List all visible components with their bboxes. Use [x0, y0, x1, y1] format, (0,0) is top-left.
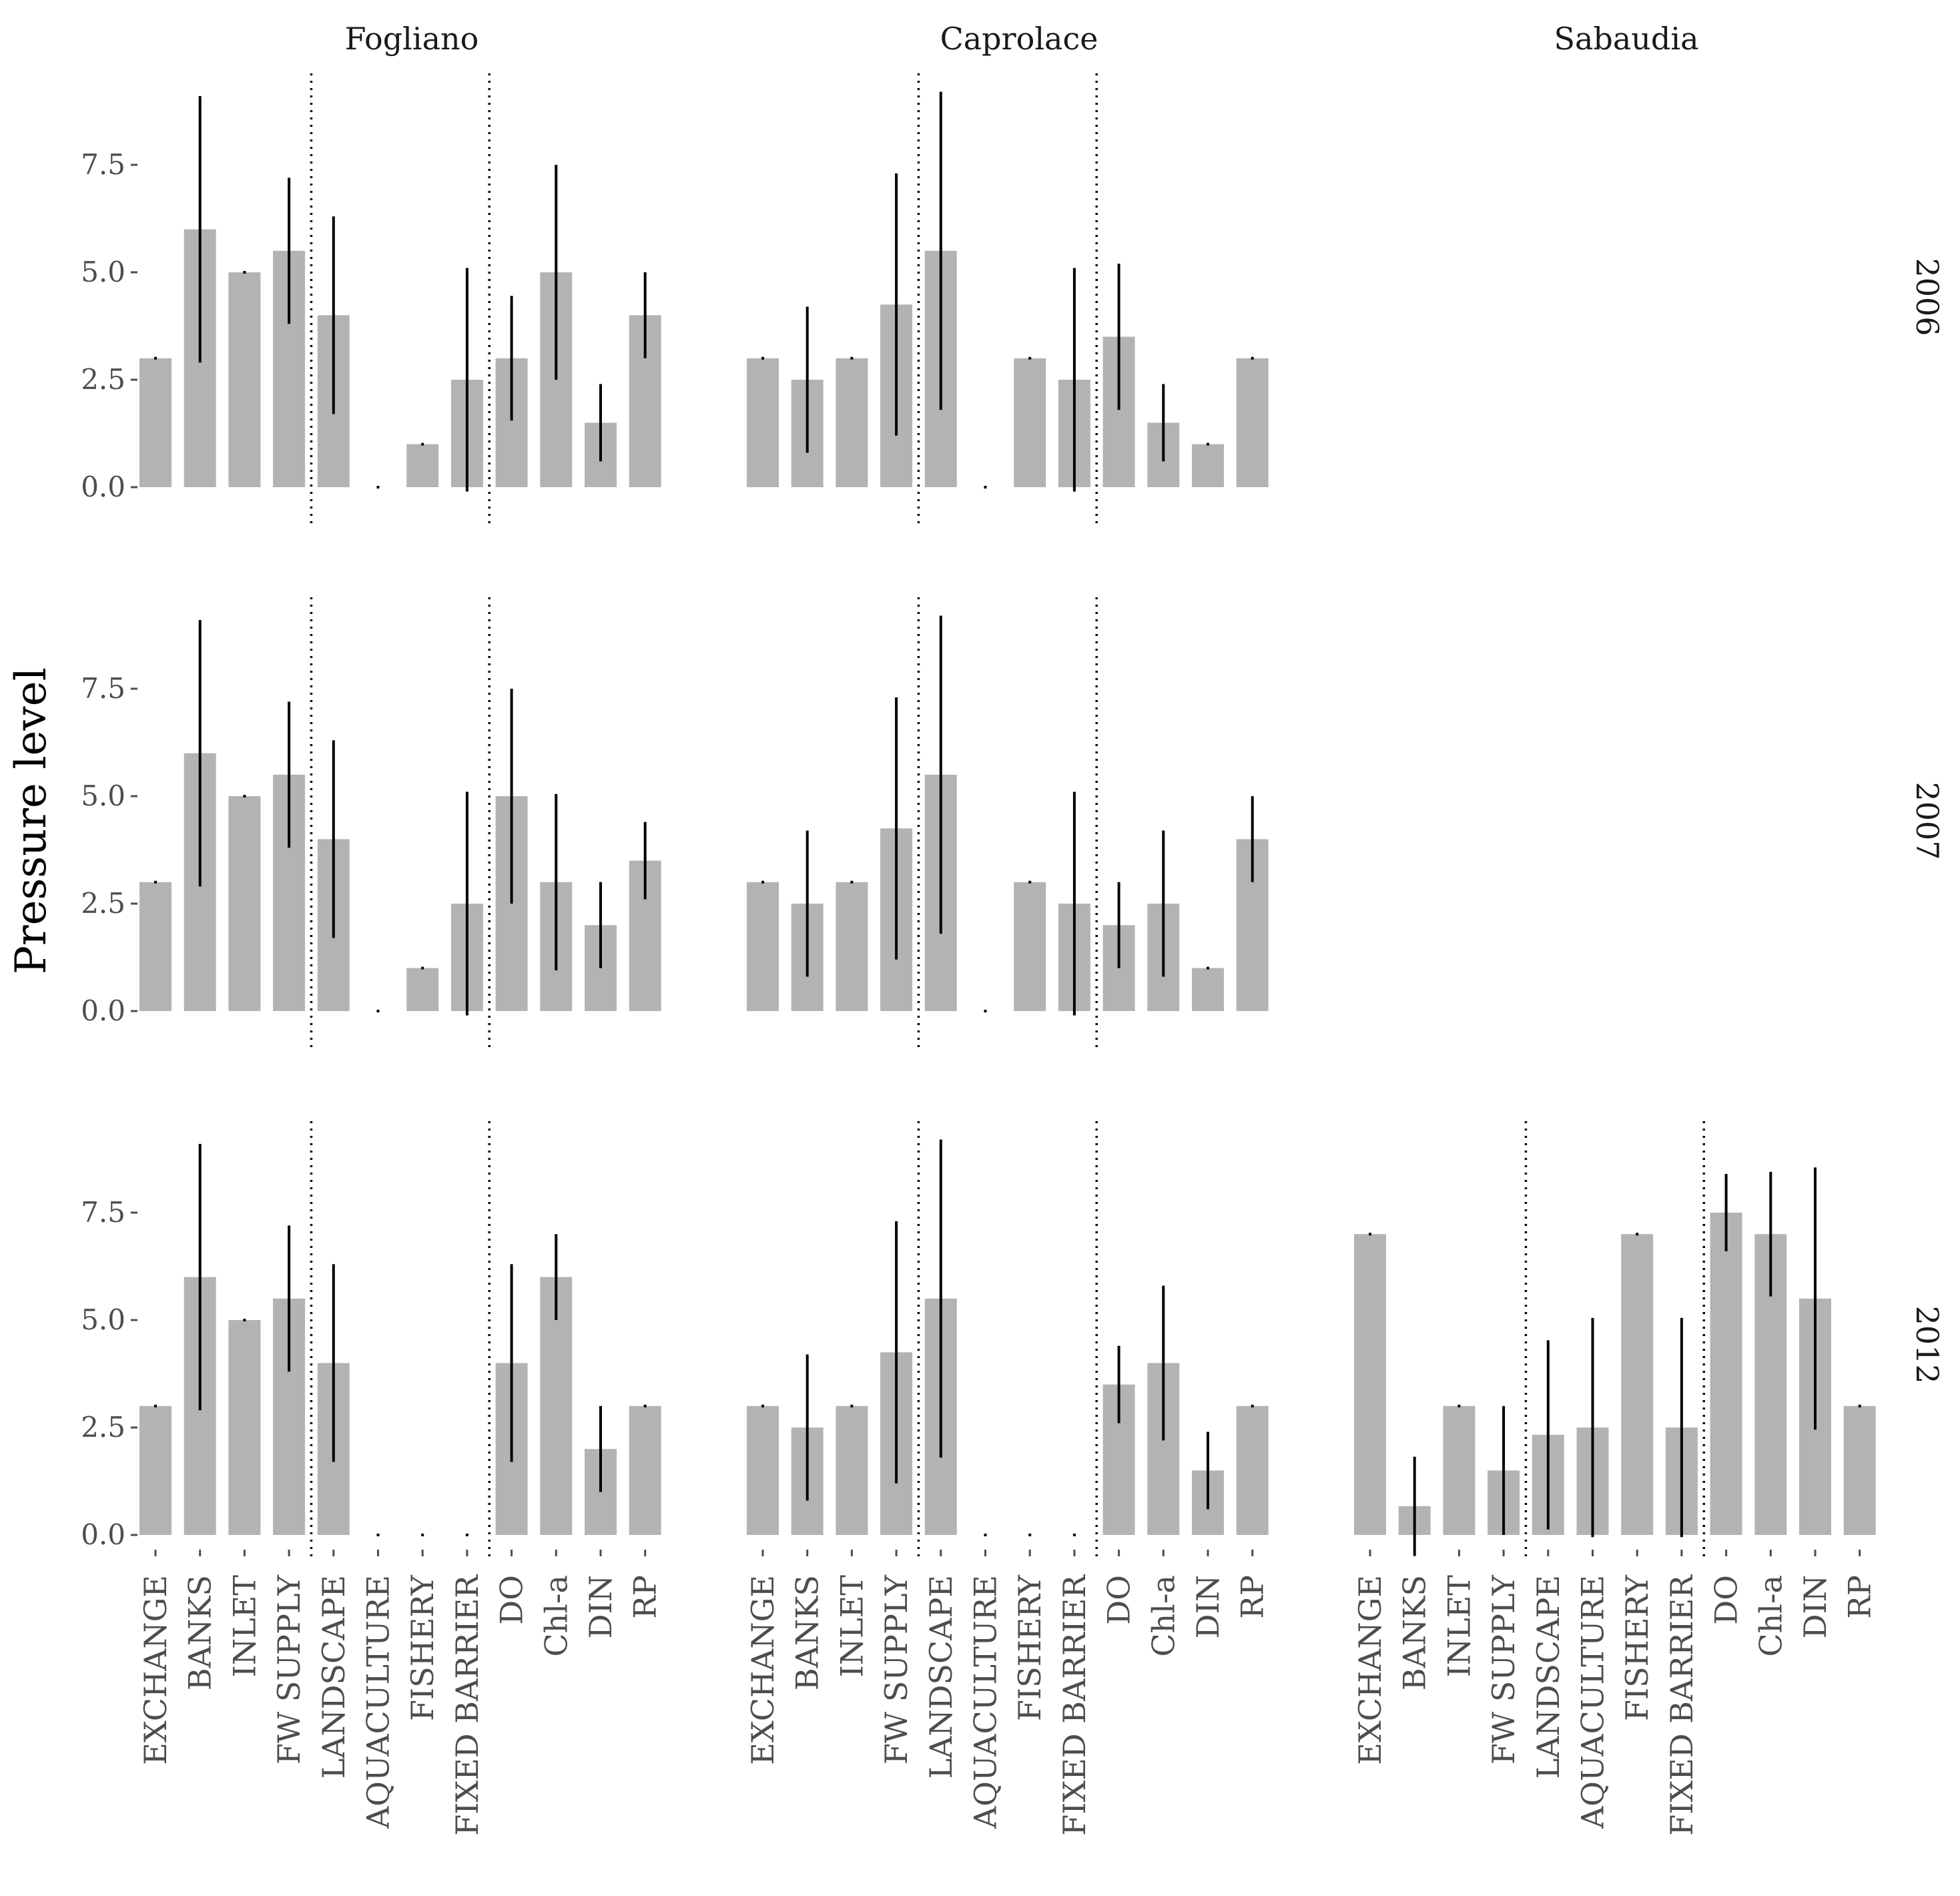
x-tick-label-inlet: INLET — [1441, 1575, 1477, 1678]
x-tick-label-fw-supply: FW SUPPLY — [1486, 1574, 1522, 1765]
x-tick-label-fixed-barrier: FIXED BARRIER — [1056, 1574, 1092, 1836]
x-tick-label-banks: BANKS — [182, 1575, 218, 1690]
bar-din — [1192, 444, 1224, 487]
y-tick-label: 5.0 — [81, 256, 125, 288]
panel-caprolace-2012 — [747, 1121, 1269, 1558]
bar-exchange — [139, 1405, 172, 1535]
panel-fogliano-2007 — [139, 597, 661, 1051]
bar-exchange — [747, 358, 779, 487]
column-label-fogliano: Fogliano — [345, 21, 479, 57]
plot-area: 0.0 2.5 5.0 7.5 0.0 2.5 5.0 7.5 0.0 2.5 5.0 7.5 EXCH… — [81, 73, 1878, 1836]
bar-fishery — [1014, 358, 1046, 487]
x-tick-label-exchange: EXCHANGE — [745, 1575, 781, 1765]
y-tick-label: 5.0 — [81, 1303, 125, 1336]
y-tick-label: 7.5 — [81, 1196, 125, 1229]
bar-exchange — [1354, 1234, 1386, 1535]
x-tick-label-do: DO — [1101, 1575, 1137, 1625]
bar-rp — [1236, 1405, 1269, 1535]
x-tick-label-din: DIN — [1797, 1575, 1833, 1638]
x-tick-label-aquaculture: AQUACULTURE — [1575, 1575, 1611, 1829]
x-tick-label-fishery: FISHERY — [1012, 1574, 1048, 1721]
row-label-2006: 2006 — [1909, 258, 1945, 336]
y-tick-label: 7.5 — [81, 672, 125, 705]
x-tick-label-chl-a: Chl-a — [538, 1575, 574, 1657]
x-tick-label-din: DIN — [583, 1575, 619, 1638]
bar-fishery — [406, 444, 439, 487]
x-tick-label-fixed-barrier: FIXED BARRIER — [1664, 1574, 1700, 1836]
bar-do — [1710, 1213, 1742, 1535]
x-tick-label-landscape: LANDSCAPE — [923, 1575, 959, 1779]
bar-din — [1192, 968, 1224, 1011]
panel-caprolace-2007 — [747, 597, 1269, 1051]
x-tick-label-banks: BANKS — [1397, 1575, 1433, 1690]
bar-inlet — [836, 882, 868, 1011]
bar-exchange — [747, 882, 779, 1011]
y-tick-label: 0.0 — [81, 1518, 125, 1551]
x-tick-label-do: DO — [1708, 1575, 1744, 1625]
bar-exchange — [139, 358, 172, 487]
column-label-sabaudia: Sabaudia — [1554, 21, 1698, 57]
bar-fishery — [1014, 882, 1046, 1011]
x-tick-label-do: DO — [494, 1575, 530, 1625]
bar-inlet — [228, 1320, 261, 1535]
y-tick-label: 2.5 — [81, 1411, 125, 1444]
panel-fogliano-2006 — [139, 73, 661, 527]
x-tick-label-banks: BANKS — [789, 1575, 826, 1690]
row-label-2007: 2007 — [1909, 781, 1945, 860]
panel-sabaudia-2012 — [1354, 1121, 1876, 1558]
y-axis-label: Pressure level — [7, 667, 56, 974]
column-label-caprolace: Caprolace — [940, 21, 1098, 57]
x-tick-label-inlet: INLET — [226, 1575, 262, 1678]
bar-inlet — [228, 272, 261, 487]
y-tick-label: 0.0 — [81, 470, 125, 503]
row-label-2012: 2012 — [1909, 1305, 1945, 1383]
x-tick-label-fixed-barrier: FIXED BARRIER — [449, 1574, 485, 1836]
bar-fishery — [1621, 1234, 1654, 1535]
x-tick-label-exchange: EXCHANGE — [137, 1575, 174, 1765]
bar-fishery — [406, 968, 439, 1011]
y-tick-label: 7.5 — [81, 148, 125, 181]
bar-rp — [629, 1405, 661, 1535]
x-tick-label-landscape: LANDSCAPE — [316, 1575, 352, 1779]
bar-inlet — [228, 796, 261, 1011]
x-tick-label-exchange: EXCHANGE — [1352, 1575, 1388, 1765]
y-tick-label: 2.5 — [81, 363, 125, 396]
y-tick-label: 2.5 — [81, 887, 125, 920]
x-tick-label-fw-supply: FW SUPPLY — [271, 1574, 307, 1765]
y-tick-label: 0.0 — [81, 994, 125, 1027]
bar-exchange — [747, 1405, 779, 1535]
panel-fogliano-2012 — [139, 1121, 661, 1558]
y-tick-label: 5.0 — [81, 779, 125, 812]
x-tick-label-rp: RP — [627, 1575, 663, 1619]
x-tick-label-rp: RP — [1842, 1575, 1878, 1619]
x-tick-label-rp: RP — [1235, 1575, 1271, 1619]
x-tick-label-fw-supply: FW SUPPLY — [878, 1574, 914, 1765]
panel-caprolace-2006 — [747, 73, 1269, 527]
x-tick-label-chl-a: Chl-a — [1145, 1575, 1181, 1657]
bar-rp — [1843, 1405, 1876, 1535]
x-tick-label-inlet: INLET — [834, 1575, 870, 1678]
x-tick-label-fishery: FISHERY — [1619, 1574, 1655, 1721]
bar-exchange — [139, 882, 172, 1011]
x-tick-label-fishery: FISHERY — [404, 1574, 440, 1721]
x-tick-label-chl-a: Chl-a — [1752, 1575, 1788, 1657]
bar-inlet — [836, 1405, 868, 1535]
bar-inlet — [1443, 1405, 1476, 1535]
x-tick-label-aquaculture: AQUACULTURE — [360, 1575, 396, 1829]
x-tick-label-din: DIN — [1190, 1575, 1226, 1638]
x-tick-label-aquaculture: AQUACULTURE — [968, 1575, 1004, 1829]
x-tick-label-landscape: LANDSCAPE — [1530, 1575, 1566, 1779]
bar-inlet — [836, 358, 868, 487]
bar-rp — [1236, 358, 1269, 487]
